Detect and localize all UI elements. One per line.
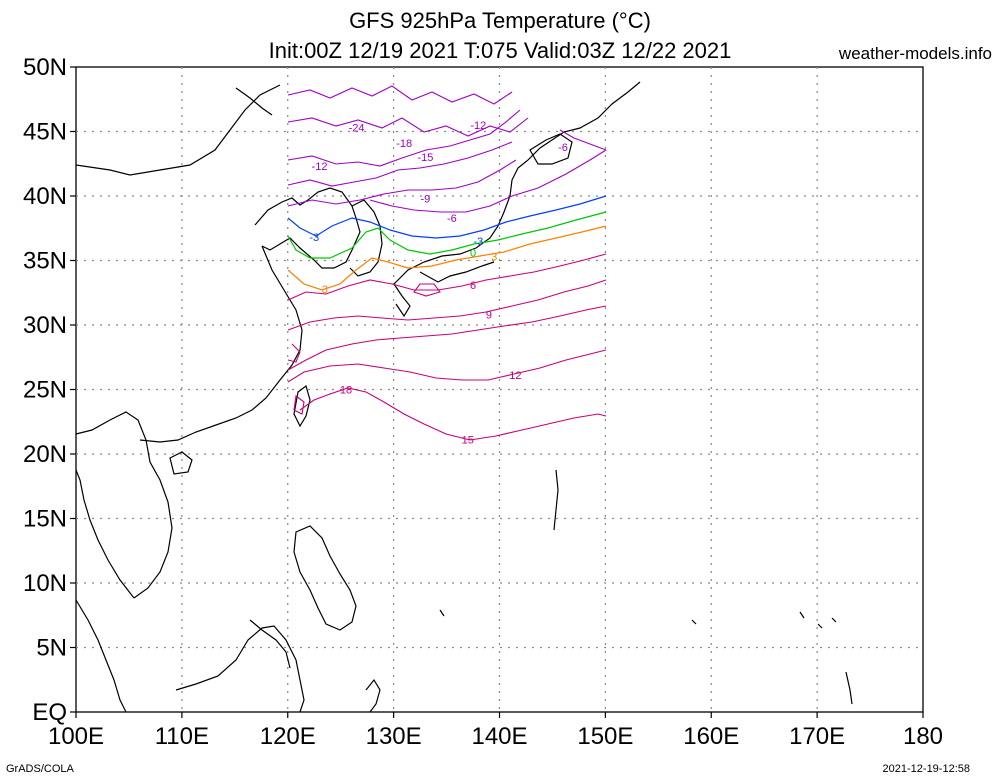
x-tick-label: 150E [577, 723, 633, 750]
contour-label: 15 [462, 435, 474, 447]
x-tick-label: 160E [683, 723, 739, 750]
contours-cold [287, 85, 607, 213]
contour-plus3 [287, 225, 607, 291]
y-tick-label: 25N [23, 377, 67, 404]
contour-label: -18 [396, 138, 412, 150]
y-tick-label: 50N [23, 54, 67, 81]
contour-label: -15 [417, 152, 433, 164]
contour-zero [287, 211, 607, 259]
x-tick-label: 140E [471, 723, 527, 750]
contour-label: -6 [558, 142, 568, 154]
axis-ticks [70, 66, 924, 718]
contour-minus3 [287, 195, 607, 239]
contour-label: -3 [309, 232, 319, 244]
map-title: GFS 925hPa Temperature (°C) [349, 8, 651, 33]
y-tick-label: 15N [23, 506, 67, 533]
contour-label: -12 [312, 161, 328, 173]
grid-lines [76, 67, 923, 712]
y-tick-label: 20N [23, 441, 67, 468]
y-axis-labels: 50N 45N 40N 35N 30N 25N 20N 15N 10N 5N EQ [23, 54, 67, 726]
y-tick-label: EQ [32, 699, 67, 726]
x-axis-labels: 100E 110E 120E 130E 140E 150E 160E 170E 180 [48, 723, 943, 750]
contour-label: -9 [420, 193, 430, 205]
x-tick-label: 130E [366, 723, 422, 750]
contour-label: 6 [470, 280, 476, 292]
y-tick-label: 40N [23, 183, 67, 210]
x-tick-label: 110E [155, 723, 209, 750]
contour-label: 12 [509, 370, 521, 382]
coastlines [75, 81, 853, 713]
y-tick-label: 45N [23, 119, 67, 146]
contour-label: 3 [491, 252, 497, 264]
x-tick-label: 170E [789, 723, 845, 750]
y-tick-label: 10N [23, 570, 67, 597]
contour-label: -6 [447, 213, 457, 225]
x-tick-label: 120E [260, 723, 316, 750]
map-subtitle: Init:00Z 12/19 2021 T:075 Valid:03Z 12/2… [268, 38, 732, 63]
contour-label: 18 [340, 384, 352, 396]
x-tick-label: 100E [48, 723, 104, 750]
y-tick-label: 30N [23, 312, 67, 339]
contour-label: -12 [470, 120, 486, 132]
y-tick-label: 35N [23, 248, 67, 275]
footer-credit: GrADS/COLA [6, 763, 74, 775]
contour-label: -3 [473, 236, 483, 248]
footer-timestamp: 2021-12-19-12:58 [882, 763, 970, 775]
site-label: weather-models.info [838, 44, 992, 63]
contour-label: 0 [470, 248, 476, 260]
x-tick-label: 180 [903, 723, 943, 750]
contour-label: 9 [486, 310, 492, 322]
y-tick-label: 5N [36, 635, 67, 662]
contours-warm [287, 253, 607, 441]
contour-label: 3 [322, 284, 328, 296]
contour-label: -24 [349, 123, 365, 135]
